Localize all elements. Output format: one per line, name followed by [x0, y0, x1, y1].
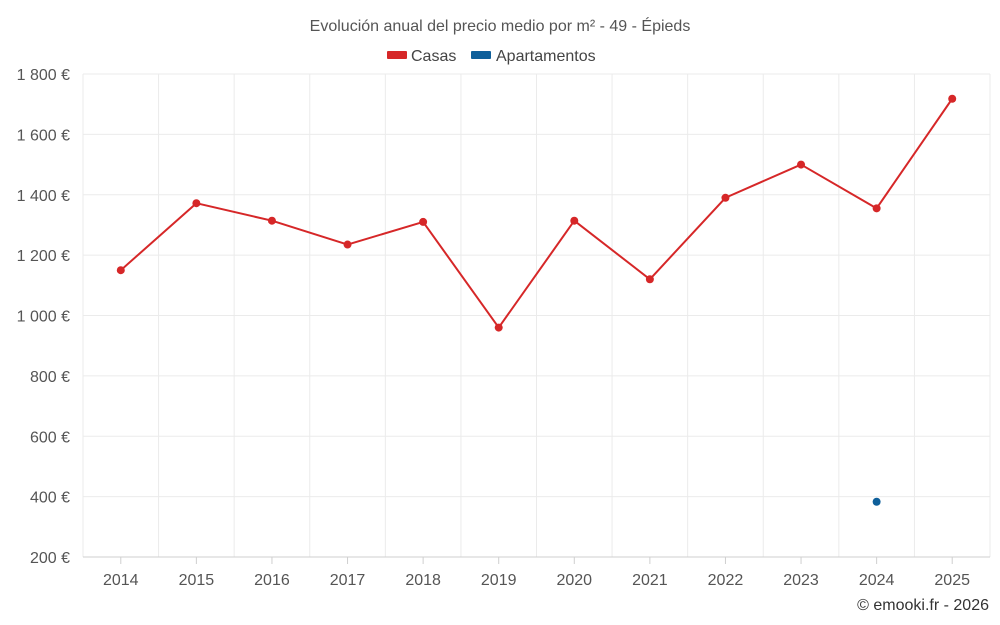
data-point-casas-2015[interactable]	[192, 199, 201, 208]
data-point-casas-2023[interactable]	[797, 160, 806, 169]
x-tick-label-2020: 2020	[556, 572, 592, 589]
legend-item-casas[interactable]: Casas	[387, 48, 456, 65]
series-layer	[116, 94, 957, 506]
data-point-casas-2021[interactable]	[645, 275, 654, 284]
legend: Casas Apartamentos	[387, 48, 596, 65]
series-casas	[116, 94, 957, 332]
x-tick-label-2023: 2023	[783, 572, 819, 589]
series-apartamentos	[872, 497, 881, 506]
y-tick-label: 400 €	[30, 490, 70, 507]
y-tick-label: 1 000 €	[17, 309, 70, 326]
data-point-casas-2022[interactable]	[721, 193, 730, 202]
y-axis-ticks: 200 € 400 € 600 € 800 € 1 000 € 1 200 € 1 400 …	[17, 67, 70, 567]
x-tick-label-2021: 2021	[632, 572, 668, 589]
gridlines	[82, 73, 991, 558]
y-tick-label: 600 €	[30, 429, 70, 446]
data-point-casas-2016[interactable]	[267, 216, 276, 225]
credit-text: © emooki.fr - 2026	[857, 597, 989, 614]
data-point-casas-2024[interactable]	[872, 204, 881, 213]
x-tick-label-2018: 2018	[405, 572, 441, 589]
legend-label-apartamentos: Apartamentos	[496, 48, 596, 65]
x-tick-label-2014: 2014	[103, 572, 139, 589]
legend-swatch-apartamentos	[471, 51, 491, 59]
legend-item-apartamentos[interactable]: Apartamentos	[471, 48, 596, 65]
data-point-casas-2018[interactable]	[419, 217, 428, 226]
x-tick-label-2015: 2015	[179, 572, 215, 589]
x-tick-label-2025: 2025	[934, 572, 970, 589]
data-point-casas-2019[interactable]	[494, 323, 503, 332]
data-point-casas-2020[interactable]	[570, 216, 579, 225]
data-point-casas-2014[interactable]	[116, 266, 125, 275]
x-tick-label-2022: 2022	[708, 572, 744, 589]
x-tick-label-2017: 2017	[330, 572, 366, 589]
y-tick-label: 1 600 €	[17, 127, 70, 144]
y-tick-label: 200 €	[30, 550, 70, 567]
x-tick-label-2019: 2019	[481, 572, 517, 589]
y-tick-label: 1 200 €	[17, 248, 70, 265]
legend-swatch-casas	[387, 51, 407, 59]
data-point-casas-2025[interactable]	[948, 94, 957, 103]
x-tick-label-2024: 2024	[859, 572, 895, 589]
x-tick-label-2016: 2016	[254, 572, 290, 589]
data-point-apartamentos-2024[interactable]	[872, 497, 881, 506]
legend-label-casas: Casas	[411, 48, 456, 65]
data-point-casas-2017[interactable]	[343, 240, 352, 249]
series-line-casas	[120, 98, 954, 329]
chart-title: Evolución anual del precio medio por m² …	[310, 16, 691, 35]
y-tick-label: 800 €	[30, 369, 70, 386]
y-tick-label: 1 400 €	[17, 188, 70, 205]
x-axis-ticks: 2014 2015 2016 2017 2018 2019 2020 2021 2022 2023…	[103, 557, 970, 589]
y-tick-label: 1 800 €	[17, 67, 70, 84]
